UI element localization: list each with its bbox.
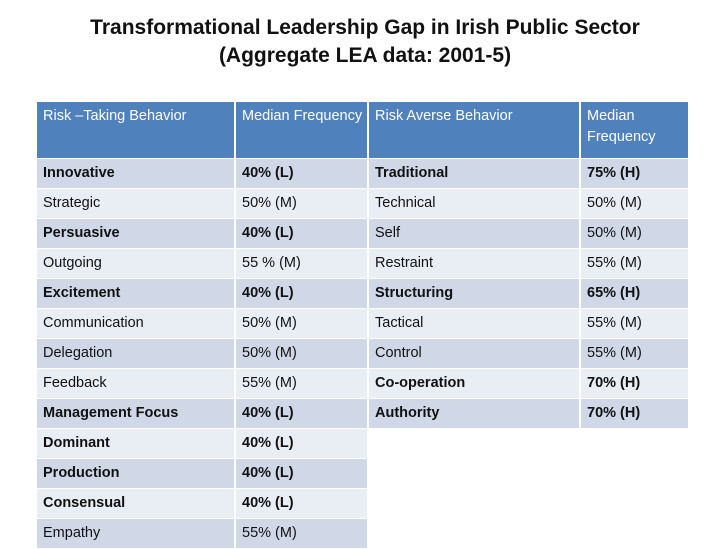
cell-risk-taking-behavior: Outgoing: [37, 248, 236, 279]
cell-median-frequency-risk-averse: 75% (H): [580, 158, 688, 189]
table-row: Consensual 40% (L): [37, 488, 688, 519]
table-row: Innovative 40% (L) Traditional 75% (H): [37, 158, 688, 189]
cell-median-frequency-risk-averse: 65% (H): [580, 278, 688, 309]
header-median-frequency-2: Median Frequency: [580, 102, 688, 159]
cell-risk-averse-behavior: Self: [368, 218, 581, 249]
cell-median-frequency-risk-taking: 55% (M): [235, 518, 369, 549]
cell-risk-averse-behavior: Control: [368, 338, 581, 369]
cell-median-frequency-risk-averse: [580, 518, 688, 549]
title-line-1: Transformational Leadership Gap in Irish…: [90, 16, 640, 39]
cell-median-frequency-risk-taking: 40% (L): [235, 488, 369, 519]
cell-risk-averse-behavior: [368, 488, 581, 519]
cell-risk-taking-behavior: Innovative: [37, 158, 236, 189]
cell-median-frequency-risk-taking: 50% (M): [235, 188, 369, 219]
header-risk-taking: Risk –Taking Behavior: [37, 102, 236, 159]
table-row: Delegation 50% (M) Control 55% (M): [37, 338, 688, 369]
cell-risk-taking-behavior: Consensual: [37, 488, 236, 519]
cell-risk-averse-behavior: [368, 518, 581, 549]
header-median-frequency-1: Median Frequency: [235, 102, 369, 159]
cell-risk-taking-behavior: Delegation: [37, 338, 236, 369]
table-row: Management Focus 40% (L) Authority 70% (H): [37, 398, 688, 429]
table-row: Outgoing 55 % (M) Restraint 55% (M): [37, 248, 688, 279]
cell-risk-averse-behavior: [368, 458, 581, 489]
cell-risk-taking-behavior: Production: [37, 458, 236, 489]
cell-median-frequency-risk-taking: 40% (L): [235, 428, 369, 459]
cell-risk-taking-behavior: Communication: [37, 308, 236, 339]
cell-risk-averse-behavior: Authority: [368, 398, 581, 429]
cell-median-frequency-risk-taking: 50% (M): [235, 308, 369, 339]
cell-median-frequency-risk-averse: [580, 428, 688, 459]
cell-risk-taking-behavior: Persuasive: [37, 218, 236, 249]
cell-median-frequency-risk-taking: 55% (M): [235, 368, 369, 399]
cell-risk-averse-behavior: Traditional: [368, 158, 581, 189]
cell-median-frequency-risk-averse: 55% (M): [580, 338, 688, 369]
table-row: Dominant 40% (L): [37, 428, 688, 459]
leadership-table: Risk –Taking Behavior Median Frequency R…: [37, 102, 688, 549]
cell-risk-taking-behavior: Empathy: [37, 518, 236, 549]
table-row: Excitement 40% (L) Structuring 65% (H): [37, 278, 688, 309]
cell-risk-taking-behavior: Strategic: [37, 188, 236, 219]
cell-risk-taking-behavior: Excitement: [37, 278, 236, 309]
cell-median-frequency-risk-averse: [580, 488, 688, 519]
cell-risk-averse-behavior: Tactical: [368, 308, 581, 339]
cell-median-frequency-risk-taking: 50% (M): [235, 338, 369, 369]
cell-median-frequency-risk-averse: 50% (M): [580, 218, 688, 249]
cell-median-frequency-risk-taking: 55 % (M): [235, 248, 369, 279]
cell-risk-averse-behavior: Restraint: [368, 248, 581, 279]
cell-median-frequency-risk-averse: 55% (M): [580, 308, 688, 339]
table-row: Persuasive 40% (L) Self 50% (M): [37, 218, 688, 249]
cell-median-frequency-risk-averse: [580, 458, 688, 489]
table-row: Empathy 55% (M): [37, 518, 688, 549]
cell-risk-averse-behavior: Technical: [368, 188, 581, 219]
cell-risk-averse-behavior: Co-operation: [368, 368, 581, 399]
title-line-2: (Aggregate LEA data: 2001-5): [218, 44, 512, 67]
cell-median-frequency-risk-averse: 55% (M): [580, 248, 688, 279]
cell-median-frequency-risk-taking: 40% (L): [235, 398, 369, 429]
table-row: Feedback 55% (M) Co-operation 70% (H): [37, 368, 688, 399]
cell-risk-taking-behavior: Management Focus: [37, 398, 236, 429]
cell-risk-averse-behavior: [368, 428, 581, 459]
table-row: Production 40% (L): [37, 458, 688, 489]
cell-risk-taking-behavior: Dominant: [37, 428, 236, 459]
table-row: Strategic 50% (M) Technical 50% (M): [37, 188, 688, 219]
cell-median-frequency-risk-taking: 40% (L): [235, 458, 369, 489]
cell-median-frequency-risk-taking: 40% (L): [235, 158, 369, 189]
cell-median-frequency-risk-taking: 40% (L): [235, 278, 369, 309]
table-header-row: Risk –Taking Behavior Median Frequency R…: [37, 102, 688, 159]
cell-median-frequency-risk-averse: 70% (H): [580, 368, 688, 399]
cell-median-frequency-risk-averse: 70% (H): [580, 398, 688, 429]
cell-risk-averse-behavior: Structuring: [368, 278, 581, 309]
cell-risk-taking-behavior: Feedback: [37, 368, 236, 399]
cell-median-frequency-risk-averse: 50% (M): [580, 188, 688, 219]
cell-median-frequency-risk-taking: 40% (L): [235, 218, 369, 249]
header-risk-averse: Risk Averse Behavior: [368, 102, 581, 159]
page-title: Transformational Leadership Gap in Irish…: [0, 14, 720, 70]
table-row: Communication 50% (M) Tactical 55% (M): [37, 308, 688, 339]
